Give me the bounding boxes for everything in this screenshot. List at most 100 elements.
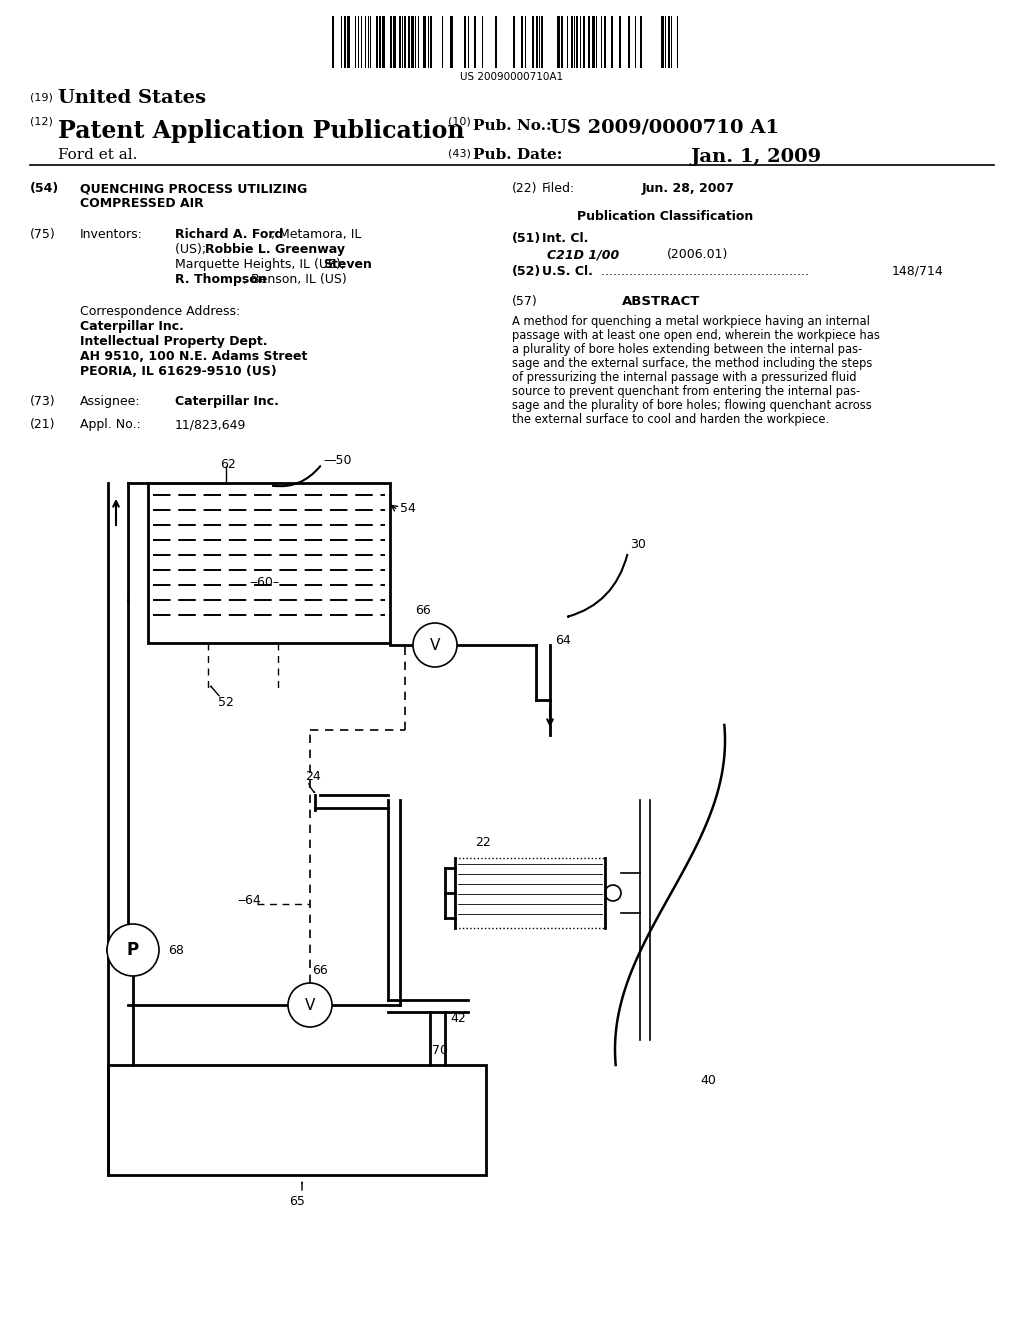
Text: (54): (54) — [30, 182, 59, 195]
Bar — [592, 16, 595, 69]
Text: source to prevent quenchant from entering the internal pas-: source to prevent quenchant from enterin… — [512, 385, 860, 399]
Text: ....................................................: ........................................… — [597, 265, 813, 279]
Bar — [474, 16, 476, 69]
Text: sage and the plurality of bore holes; flowing quenchant across: sage and the plurality of bore holes; fl… — [512, 399, 871, 412]
Text: QUENCHING PROCESS UTILIZING: QUENCHING PROCESS UTILIZING — [80, 182, 307, 195]
Text: 52: 52 — [218, 697, 233, 710]
Bar — [393, 16, 396, 69]
Text: 24: 24 — [305, 771, 321, 784]
Bar — [532, 16, 534, 69]
Text: AH 9510, 100 N.E. Adams Street: AH 9510, 100 N.E. Adams Street — [80, 350, 307, 363]
Text: Pub. No.:: Pub. No.: — [473, 119, 552, 133]
Text: (43): (43) — [449, 148, 471, 158]
Bar — [628, 16, 630, 69]
Bar — [536, 16, 538, 69]
Text: (21): (21) — [30, 418, 55, 432]
Bar — [571, 16, 573, 69]
Bar — [521, 16, 523, 69]
Bar — [423, 16, 426, 69]
Text: , Metamora, IL: , Metamora, IL — [271, 228, 361, 242]
Text: V: V — [430, 638, 440, 652]
Text: (12): (12) — [30, 116, 53, 125]
Bar — [583, 16, 585, 69]
Text: COMPRESSED AIR: COMPRESSED AIR — [80, 197, 204, 210]
Text: Patent Application Publication: Patent Application Publication — [58, 119, 465, 143]
Text: Jan. 1, 2009: Jan. 1, 2009 — [690, 148, 821, 166]
Bar — [640, 16, 642, 69]
Text: 66: 66 — [415, 603, 431, 616]
Text: PEORIA, IL 61629-9510 (US): PEORIA, IL 61629-9510 (US) — [80, 366, 276, 378]
Text: 70: 70 — [432, 1044, 449, 1056]
Bar — [662, 16, 664, 69]
Text: Publication Classification: Publication Classification — [577, 210, 754, 223]
Bar — [541, 16, 543, 69]
Bar — [376, 16, 378, 69]
Text: Marquette Heights, IL (US);: Marquette Heights, IL (US); — [175, 257, 349, 271]
Text: US 20090000710A1: US 20090000710A1 — [461, 73, 563, 82]
Bar — [344, 16, 346, 69]
Bar — [604, 16, 606, 69]
Text: (51): (51) — [512, 232, 542, 246]
Text: Assignee:: Assignee: — [80, 395, 140, 408]
Text: (75): (75) — [30, 228, 55, 242]
Bar — [332, 16, 334, 69]
Text: 62: 62 — [220, 458, 236, 470]
Bar — [495, 16, 497, 69]
Bar — [561, 16, 563, 69]
Bar — [379, 16, 381, 69]
Bar — [399, 16, 401, 69]
Text: the external surface to cool and harden the workpiece.: the external surface to cool and harden … — [512, 413, 829, 426]
Bar — [347, 16, 350, 69]
Text: 30: 30 — [630, 539, 646, 552]
Text: United States: United States — [58, 88, 206, 107]
Text: Richard A. Ford: Richard A. Ford — [175, 228, 284, 242]
Bar — [575, 16, 578, 69]
Text: 40: 40 — [700, 1073, 716, 1086]
Bar — [382, 16, 385, 69]
Text: Appl. No.:: Appl. No.: — [80, 418, 140, 432]
Text: (US);: (US); — [175, 243, 210, 256]
Bar — [668, 16, 670, 69]
Text: Robbie L. Greenway: Robbie L. Greenway — [205, 243, 345, 256]
Text: Steven: Steven — [323, 257, 372, 271]
Text: passage with at least one open end, wherein the workpiece has: passage with at least one open end, wher… — [512, 329, 880, 342]
Text: (52): (52) — [512, 265, 542, 279]
Bar — [408, 16, 410, 69]
Text: 68: 68 — [168, 944, 184, 957]
Text: (19): (19) — [30, 92, 53, 102]
Text: Jun. 28, 2007: Jun. 28, 2007 — [642, 182, 735, 195]
Bar — [390, 16, 392, 69]
Text: US 2009/0000710 A1: US 2009/0000710 A1 — [550, 119, 779, 137]
Text: (2006.01): (2006.01) — [667, 248, 728, 261]
Text: U.S. Cl.: U.S. Cl. — [542, 265, 593, 279]
Bar — [430, 16, 432, 69]
Text: (73): (73) — [30, 395, 55, 408]
Text: (10): (10) — [449, 116, 471, 125]
Circle shape — [106, 924, 159, 975]
Text: C21D 1/00: C21D 1/00 — [547, 248, 620, 261]
Text: Ford et al.: Ford et al. — [58, 148, 137, 162]
Text: 64: 64 — [555, 634, 570, 647]
Text: Intellectual Property Dept.: Intellectual Property Dept. — [80, 335, 267, 348]
Text: Caterpillar Inc.: Caterpillar Inc. — [80, 319, 184, 333]
FancyArrowPatch shape — [211, 686, 219, 696]
Text: 22: 22 — [475, 837, 490, 850]
Text: ABSTRACT: ABSTRACT — [622, 294, 700, 308]
Bar — [513, 16, 515, 69]
Text: , Benson, IL (US): , Benson, IL (US) — [243, 273, 347, 286]
Text: P: P — [127, 941, 139, 960]
Text: V: V — [305, 998, 315, 1012]
Text: 11/823,649: 11/823,649 — [175, 418, 247, 432]
Text: (57): (57) — [512, 294, 538, 308]
Bar — [611, 16, 613, 69]
Text: Caterpillar Inc.: Caterpillar Inc. — [175, 395, 279, 408]
Bar — [588, 16, 590, 69]
Circle shape — [288, 983, 332, 1027]
FancyArrowPatch shape — [309, 784, 314, 792]
Bar — [108, 1065, 486, 1175]
Bar — [618, 16, 621, 69]
Text: 42: 42 — [450, 1011, 466, 1024]
Text: of pressurizing the internal passage with a pressurized fluid: of pressurizing the internal passage wit… — [512, 371, 856, 384]
Text: sage and the external surface, the method including the steps: sage and the external surface, the metho… — [512, 356, 872, 370]
Text: (22): (22) — [512, 182, 538, 195]
